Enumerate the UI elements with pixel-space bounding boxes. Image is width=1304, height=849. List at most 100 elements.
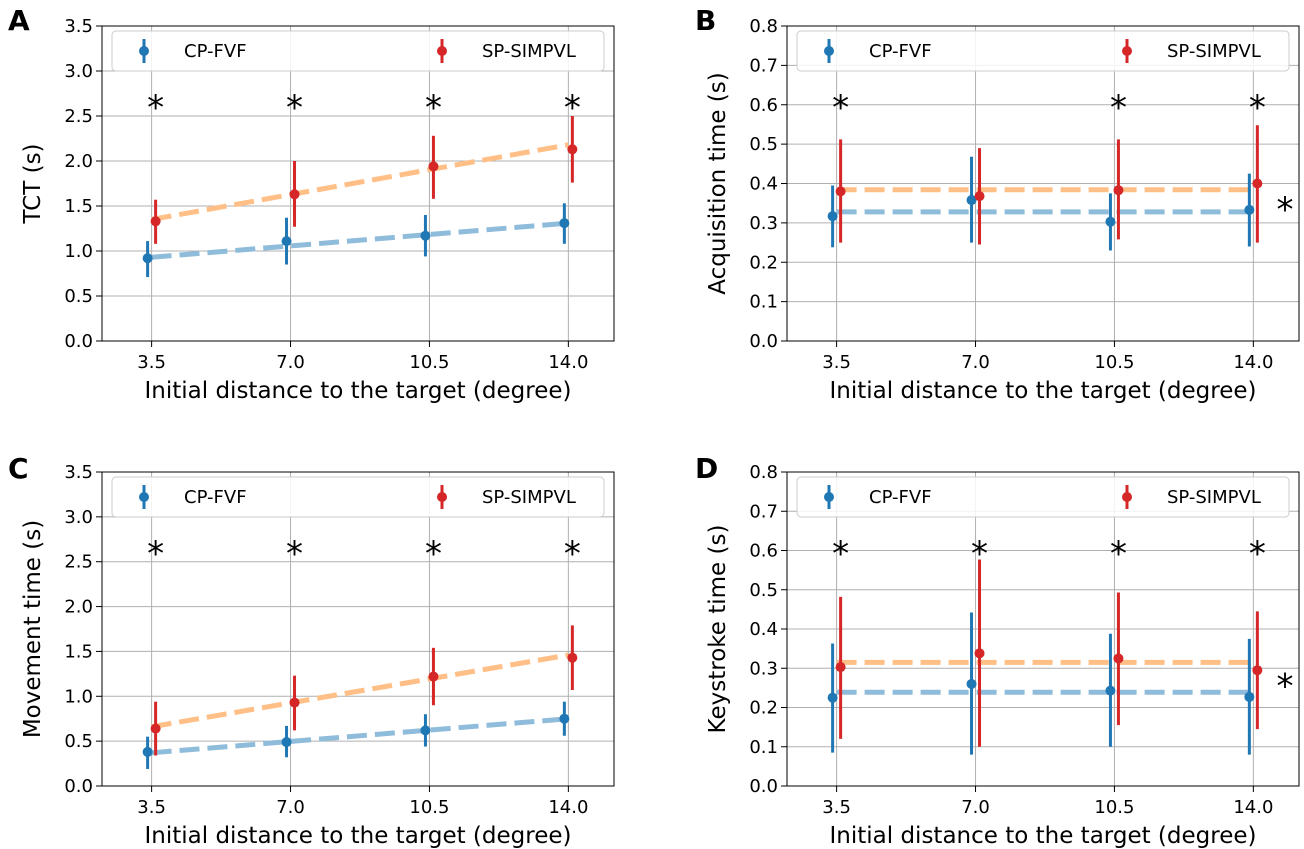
- y-tick-label: 3.0: [64, 61, 93, 82]
- significance-star: *: [1249, 88, 1266, 128]
- y-tick-label: 2.5: [64, 552, 93, 573]
- y-tick-label: 3.5: [64, 16, 93, 37]
- data-point-sp-simpvl: [289, 189, 300, 200]
- y-tick-label: 1.5: [64, 196, 93, 217]
- y-tick-label: 0.8: [749, 16, 778, 37]
- significance-star: *: [564, 534, 581, 574]
- x-tick-label: 3.5: [137, 352, 166, 373]
- data-point-cp-fvf: [1105, 216, 1116, 227]
- panel-letter: B: [695, 4, 716, 37]
- y-tick-label: 0.6: [749, 95, 778, 116]
- panel-c: 0.0 0.5 1.0 1.5 2.0 2.5 3.0 3.5 3.5 7.0 10.5 14.0 In…: [8, 452, 615, 849]
- data-point-sp-simpvl: [1113, 653, 1124, 664]
- significance-star: *: [425, 534, 442, 574]
- data-point-sp-simpvl: [835, 662, 846, 673]
- panel-a: 0.0 0.5 1.0 1.5 2.0 2.5 3.0 3.5 3.5 7.0 10.5 14.0 In…: [8, 4, 615, 404]
- y-tick-label: 0.0: [64, 776, 93, 797]
- panel-letter: A: [8, 4, 30, 37]
- y-tick-label: 0.5: [64, 731, 93, 752]
- legend-label-sp-simpvl: SP-SIMPVL: [482, 41, 576, 62]
- data-point-sp-simpvl: [974, 648, 985, 659]
- data-point-cp-fvf: [1244, 204, 1255, 215]
- panel-letter: C: [8, 452, 29, 485]
- x-tick-label: 10.5: [409, 352, 449, 373]
- y-tick-label: 3.5: [64, 462, 93, 483]
- legend-box: [796, 476, 1290, 518]
- y-tick-label: 0.7: [749, 501, 778, 522]
- y-tick-label: 1.0: [64, 686, 93, 707]
- legend: CP-FVF SP-SIMPVL: [796, 476, 1290, 518]
- x-tick-label: 7.0: [961, 352, 990, 373]
- data-point-cp-fvf: [966, 678, 977, 689]
- data-point-cp-fvf: [281, 236, 292, 247]
- panel-letter: D: [695, 452, 718, 485]
- fit-line-cp-fvf: [151, 220, 569, 260]
- significance-star: *: [832, 534, 849, 574]
- y-tick-label: 3.0: [64, 507, 93, 528]
- data-point-sp-simpvl: [1252, 178, 1263, 189]
- data-point-sp-simpvl: [835, 186, 846, 197]
- legend-label-sp-simpvl: SP-SIMPVL: [482, 487, 576, 508]
- data-point-cp-fvf: [420, 230, 431, 241]
- significance-star: *: [1277, 666, 1294, 706]
- legend-dot-cp-fvf: [824, 46, 834, 56]
- data-point-cp-fvf: [559, 713, 570, 724]
- legend-dot-cp-fvf: [824, 492, 834, 502]
- fit-line-sp-simpvl: [151, 142, 569, 222]
- y-axis-label: Keystroke time (s): [705, 525, 731, 734]
- data-point-cp-fvf: [827, 211, 838, 222]
- y-tick-label: 0.0: [64, 331, 93, 352]
- significance-star: *: [147, 534, 164, 574]
- significance-star: *: [1249, 534, 1266, 574]
- y-tick-label: 2.0: [64, 597, 93, 618]
- x-tick-label: 3.5: [822, 352, 851, 373]
- legend-box: [111, 476, 605, 518]
- significance-star: *: [425, 88, 442, 128]
- data-point-cp-fvf: [142, 253, 153, 264]
- x-axis-label: Initial distance to the target (degree): [830, 378, 1257, 404]
- significance-star: *: [971, 534, 988, 574]
- data-point-sp-simpvl: [1252, 665, 1263, 676]
- legend-label-cp-fvf: CP-FVF: [869, 41, 932, 62]
- y-axis-label: Movement time (s): [20, 520, 46, 738]
- data-point-cp-fvf: [827, 692, 838, 703]
- x-tick-label: 14.0: [548, 797, 588, 818]
- data-point-sp-simpvl: [289, 697, 300, 708]
- data-point-cp-fvf: [559, 218, 570, 229]
- significance-star: *: [286, 534, 303, 574]
- x-axis-label: Initial distance to the target (degree): [145, 823, 572, 849]
- y-tick-label: 0.8: [749, 462, 778, 483]
- significance-star: *: [147, 88, 164, 128]
- significance-star: *: [564, 88, 581, 128]
- legend-box: [796, 30, 1290, 72]
- significance-star: *: [1277, 190, 1294, 230]
- data-point-sp-simpvl: [150, 723, 161, 734]
- legend-label-sp-simpvl: SP-SIMPVL: [1167, 487, 1261, 508]
- x-tick-label: 7.0: [961, 797, 990, 818]
- x-tick-label: 3.5: [137, 797, 166, 818]
- significance-star: *: [1110, 534, 1127, 574]
- legend-label-cp-fvf: CP-FVF: [869, 487, 932, 508]
- legend-dot-sp-simpvl: [1122, 46, 1132, 56]
- y-tick-label: 1.0: [64, 241, 93, 262]
- x-tick-label: 7.0: [276, 797, 305, 818]
- x-axis-label: Initial distance to the target (degree): [830, 823, 1257, 849]
- x-tick-label: 14.0: [1233, 797, 1273, 818]
- legend: CP-FVF SP-SIMPVL: [111, 476, 605, 518]
- significance-star: *: [832, 88, 849, 128]
- y-tick-label: 0.4: [749, 174, 778, 195]
- panel-d: 0.0 0.1 0.2 0.3 0.4 0.5 0.6 0.7 0.8 3.5 7.0 10.5 14.…: [695, 452, 1300, 849]
- fit-line-sp-simpvl: [151, 652, 569, 730]
- y-tick-label: 0.5: [749, 134, 778, 155]
- x-axis-label: Initial distance to the target (degree): [145, 378, 572, 404]
- x-tick-label: 7.0: [276, 352, 305, 373]
- legend-dot-sp-simpvl: [1122, 492, 1132, 502]
- fit-line-cp-fvf: [151, 716, 569, 756]
- y-tick-label: 0.7: [749, 55, 778, 76]
- legend: CP-FVF SP-SIMPVL: [796, 30, 1290, 72]
- legend-box: [111, 30, 605, 72]
- panel-b: 0.0 0.1 0.2 0.3 0.4 0.5 0.6 0.7 0.8 3.5 7.0 10.5 14.…: [695, 4, 1300, 404]
- y-tick-label: 0.2: [749, 252, 778, 273]
- plot-frame: [101, 25, 615, 342]
